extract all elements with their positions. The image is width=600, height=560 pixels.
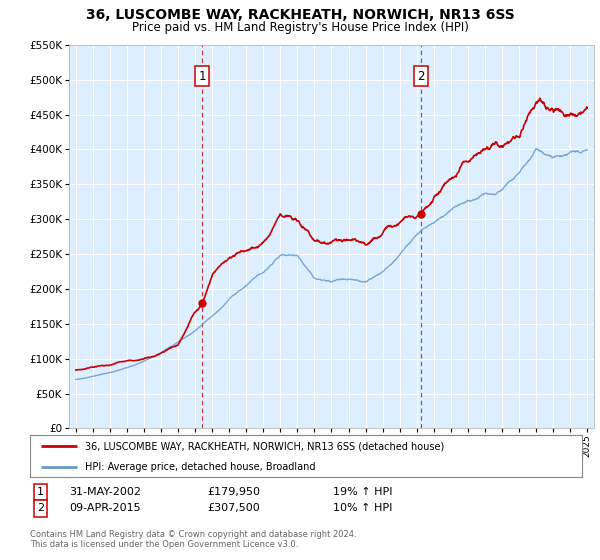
Text: 1: 1 bbox=[199, 69, 206, 83]
Text: 19% ↑ HPI: 19% ↑ HPI bbox=[333, 487, 392, 497]
Text: 10% ↑ HPI: 10% ↑ HPI bbox=[333, 503, 392, 514]
Text: Price paid vs. HM Land Registry's House Price Index (HPI): Price paid vs. HM Land Registry's House … bbox=[131, 21, 469, 34]
Text: 2: 2 bbox=[37, 503, 44, 514]
Text: £179,950: £179,950 bbox=[207, 487, 260, 497]
Text: 31-MAY-2002: 31-MAY-2002 bbox=[69, 487, 141, 497]
Text: 09-APR-2015: 09-APR-2015 bbox=[69, 503, 140, 514]
Text: HPI: Average price, detached house, Broadland: HPI: Average price, detached house, Broa… bbox=[85, 462, 316, 472]
Text: 2: 2 bbox=[418, 69, 425, 83]
Text: This data is licensed under the Open Government Licence v3.0.: This data is licensed under the Open Gov… bbox=[30, 540, 298, 549]
Text: £307,500: £307,500 bbox=[207, 503, 260, 514]
Text: Contains HM Land Registry data © Crown copyright and database right 2024.: Contains HM Land Registry data © Crown c… bbox=[30, 530, 356, 539]
Text: 36, LUSCOMBE WAY, RACKHEATH, NORWICH, NR13 6SS: 36, LUSCOMBE WAY, RACKHEATH, NORWICH, NR… bbox=[86, 8, 514, 22]
Text: 1: 1 bbox=[37, 487, 44, 497]
Text: 36, LUSCOMBE WAY, RACKHEATH, NORWICH, NR13 6SS (detached house): 36, LUSCOMBE WAY, RACKHEATH, NORWICH, NR… bbox=[85, 441, 445, 451]
